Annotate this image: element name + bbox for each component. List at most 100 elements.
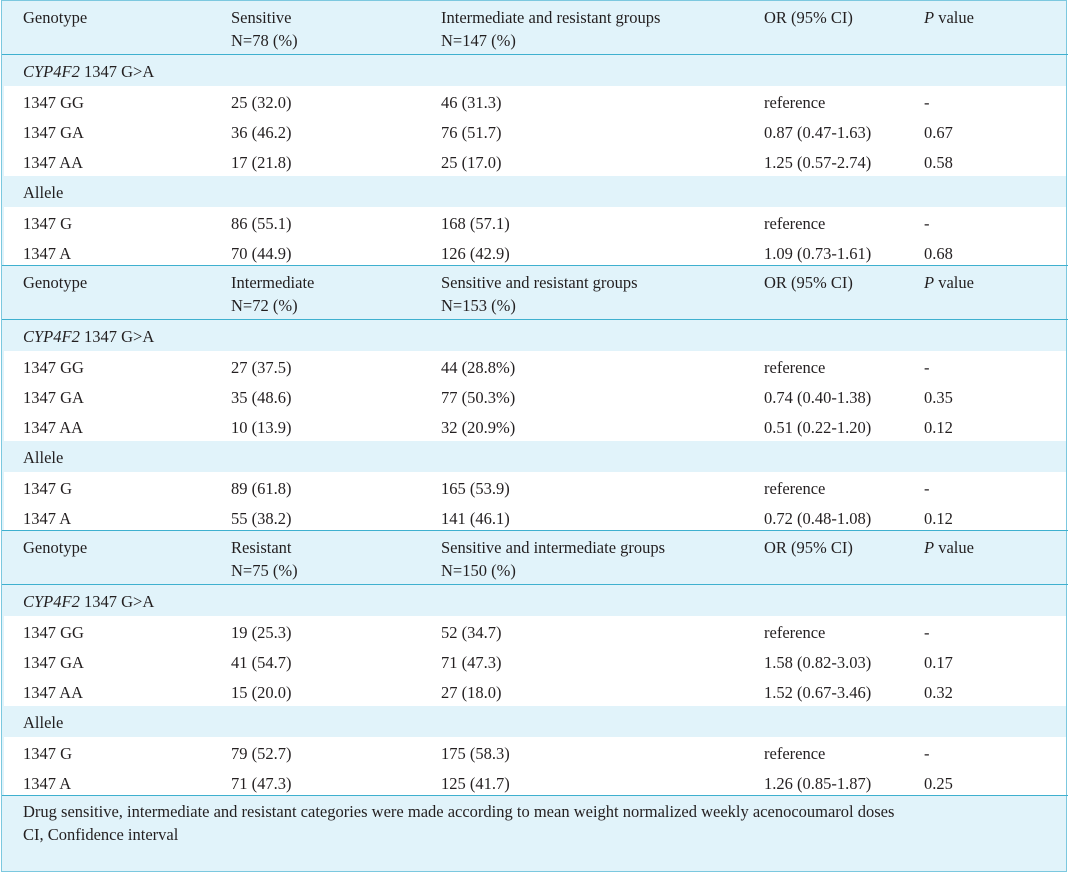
genotype-rows-bg bbox=[4, 616, 1066, 706]
header-rule bbox=[2, 584, 1068, 585]
genotype-rows-bg bbox=[4, 86, 1066, 176]
cell-genotype: 1347 GA bbox=[23, 123, 84, 142]
section-row: CYP4F2 1347 G>A bbox=[2, 321, 1068, 351]
cell-p: - bbox=[924, 623, 930, 642]
cell-group-b: 44 (28.8%) bbox=[441, 358, 516, 377]
footer-rule bbox=[2, 795, 1068, 796]
table-row: 1347 GG 27 (37.5) 44 (28.8%) reference - bbox=[2, 352, 1068, 382]
allele-rows-bg bbox=[4, 737, 1066, 795]
header-p-italic: P bbox=[924, 273, 935, 292]
header-genotype: Genotype bbox=[23, 538, 88, 557]
table-row: 1347 AA 15 (20.0) 27 (18.0) 1.52 (0.67-3… bbox=[2, 677, 1068, 707]
header-p-value: P value bbox=[924, 536, 974, 559]
header-rule bbox=[2, 54, 1068, 55]
cell-p: - bbox=[924, 358, 930, 377]
section-label: CYP4F2 1347 G>A bbox=[23, 590, 154, 613]
header-group-a: Resistant N=75 (%) bbox=[231, 536, 298, 582]
table-row: 1347 GA 41 (54.7) 71 (47.3) 1.58 (0.82-3… bbox=[2, 647, 1068, 677]
cell-group-b: 71 (47.3) bbox=[441, 653, 502, 672]
cell-p: 0.17 bbox=[924, 653, 953, 672]
header-group-b: Sensitive and resistant groups N=153 (%) bbox=[441, 271, 638, 317]
cell-genotype: 1347 GG bbox=[23, 358, 84, 377]
table-row: 1347 GG 25 (32.0) 46 (31.3) reference - bbox=[2, 87, 1068, 117]
table-row: 1347 AA 17 (21.8) 25 (17.0) 1.25 (0.57-2… bbox=[2, 147, 1068, 177]
section-row: CYP4F2 1347 G>A bbox=[2, 586, 1068, 616]
block-rule bbox=[2, 530, 1068, 531]
table-row: 1347 GA 36 (46.2) 76 (51.7) 0.87 (0.47-1… bbox=[2, 117, 1068, 147]
cell-p: 0.12 bbox=[924, 509, 953, 528]
cell-group-a: 86 (55.1) bbox=[231, 214, 292, 233]
header-genotype: Genotype bbox=[23, 273, 88, 292]
header-p-value: P value bbox=[924, 271, 974, 294]
cell-group-b: 25 (17.0) bbox=[441, 153, 502, 172]
allele-rows-bg bbox=[4, 207, 1066, 265]
cell-group-b: 175 (58.3) bbox=[441, 744, 510, 763]
cell-p: 0.35 bbox=[924, 388, 953, 407]
table-row: 1347 A 70 (44.9) 126 (42.9) 1.09 (0.73-1… bbox=[2, 238, 1068, 268]
cell-p: 0.25 bbox=[924, 774, 953, 793]
cell-group-a: 89 (61.8) bbox=[231, 479, 292, 498]
cell-allele: 1347 A bbox=[23, 774, 72, 793]
cell-group-b: 46 (31.3) bbox=[441, 93, 502, 112]
header-p-italic: P bbox=[924, 538, 935, 557]
cell-or: 0.72 (0.48-1.08) bbox=[764, 509, 872, 528]
header-p-rest: value bbox=[934, 273, 974, 292]
cell-genotype: 1347 AA bbox=[23, 683, 84, 702]
cell-or: 1.58 (0.82-3.03) bbox=[764, 653, 872, 672]
cell-or: reference bbox=[764, 744, 826, 763]
cell-group-a: 35 (48.6) bbox=[231, 388, 292, 407]
gene-name: CYP4F2 bbox=[23, 62, 80, 81]
cell-group-a: 17 (21.8) bbox=[231, 153, 292, 172]
header-group-b: Sensitive and intermediate groups N=150 … bbox=[441, 536, 665, 582]
cell-genotype: 1347 GG bbox=[23, 93, 84, 112]
header-group-a-n: N=72 (%) bbox=[231, 296, 298, 315]
cell-allele: 1347 G bbox=[23, 744, 73, 763]
cell-group-b: 141 (46.1) bbox=[441, 509, 510, 528]
cell-group-a: 41 (54.7) bbox=[231, 653, 292, 672]
cell-or: reference bbox=[764, 358, 826, 377]
table-row: 1347 AA 10 (13.9) 32 (20.9%) 0.51 (0.22-… bbox=[2, 412, 1068, 442]
table-row: 1347 G 86 (55.1) 168 (57.1) reference - bbox=[2, 208, 1068, 238]
header-group-a-label: Sensitive bbox=[231, 8, 292, 27]
cell-p: 0.67 bbox=[924, 123, 953, 142]
header-or: OR (95% CI) bbox=[764, 538, 853, 557]
cell-group-b: 76 (51.7) bbox=[441, 123, 502, 142]
cell-group-a: 10 (13.9) bbox=[231, 418, 292, 437]
cell-or: 1.09 (0.73-1.61) bbox=[764, 244, 872, 263]
header-group-a-n: N=78 (%) bbox=[231, 31, 298, 50]
allele-label-row: Allele bbox=[2, 707, 1068, 737]
allele-label: Allele bbox=[23, 183, 64, 202]
genotype-rows-bg bbox=[4, 351, 1066, 441]
table-row: 1347 GA 35 (48.6) 77 (50.3%) 0.74 (0.40-… bbox=[2, 382, 1068, 412]
cell-or: 0.51 (0.22-1.20) bbox=[764, 418, 872, 437]
table-row: 1347 A 71 (47.3) 125 (41.7) 1.26 (0.85-1… bbox=[2, 768, 1068, 798]
header-p-italic: P bbox=[924, 8, 935, 27]
cell-or: reference bbox=[764, 623, 826, 642]
cell-or: 0.74 (0.40-1.38) bbox=[764, 388, 872, 407]
cell-p: 0.58 bbox=[924, 153, 953, 172]
header-group-b-label: Sensitive and intermediate groups bbox=[441, 538, 666, 557]
block-rule bbox=[2, 265, 1068, 266]
cell-group-b: 32 (20.9%) bbox=[441, 418, 516, 437]
cell-group-a: 79 (52.7) bbox=[231, 744, 292, 763]
variant-name: 1347 G>A bbox=[79, 592, 155, 611]
table-header-row: Genotype Resistant N=75 (%) Sensitive an… bbox=[2, 531, 1068, 583]
header-group-b-label: Intermediate and resistant groups bbox=[441, 8, 661, 27]
table-header-row: Genotype Sensitive N=78 (%) Intermediate… bbox=[2, 1, 1068, 53]
cell-group-b: 77 (50.3%) bbox=[441, 388, 516, 407]
table-row: 1347 A 55 (38.2) 141 (46.1) 0.72 (0.48-1… bbox=[2, 503, 1068, 533]
footnote-categories: Drug sensitive, intermediate and resista… bbox=[23, 802, 895, 821]
cell-or: 1.26 (0.85-1.87) bbox=[764, 774, 872, 793]
header-group-b-n: N=150 (%) bbox=[441, 561, 516, 580]
cell-genotype: 1347 GG bbox=[23, 623, 84, 642]
cell-group-a: 27 (37.5) bbox=[231, 358, 292, 377]
cell-or: reference bbox=[764, 479, 826, 498]
allele-label-row: Allele bbox=[2, 177, 1068, 207]
cell-genotype: 1347 GA bbox=[23, 388, 84, 407]
header-or: OR (95% CI) bbox=[764, 8, 853, 27]
cell-group-a: 36 (46.2) bbox=[231, 123, 292, 142]
header-rule bbox=[2, 319, 1068, 320]
allele-rows-bg bbox=[4, 472, 1066, 530]
table-row: 1347 G 79 (52.7) 175 (58.3) reference - bbox=[2, 738, 1068, 768]
section-label: CYP4F2 1347 G>A bbox=[23, 325, 154, 348]
